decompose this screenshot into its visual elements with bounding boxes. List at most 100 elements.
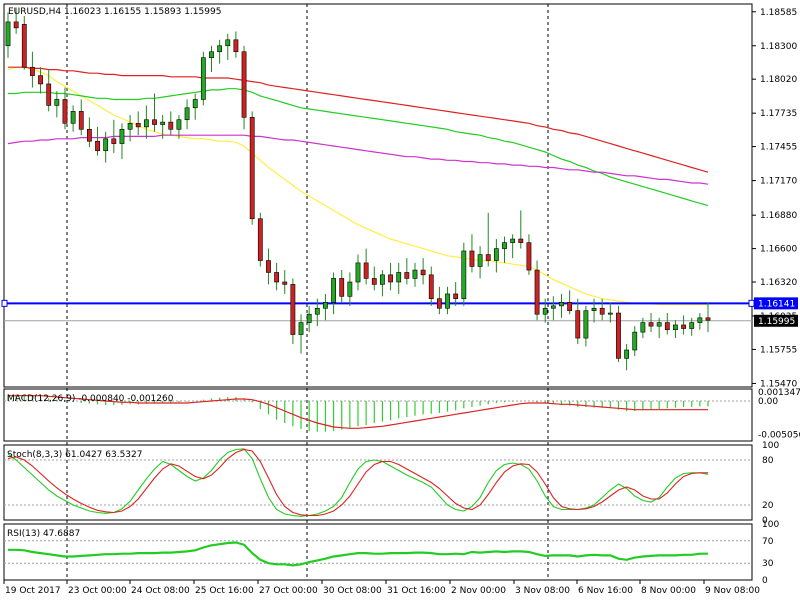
candle-body	[127, 123, 133, 130]
candle-body	[526, 242, 532, 271]
price-y-tick-label: 1.16600	[760, 245, 797, 255]
candle-body	[70, 111, 76, 124]
candle-body	[656, 322, 662, 327]
candle-body	[477, 254, 483, 267]
candle-body	[469, 250, 475, 267]
macd-y-tick-label: 0.00	[758, 397, 778, 407]
stoch-title: Stoch(8,3,3) 61.0427 63.5327	[7, 450, 142, 460]
rsi-plot: 100 70 30 0 RSI(13) 47.6887	[4, 520, 779, 586]
candle-body	[697, 317, 703, 323]
candle-body	[673, 324, 678, 331]
candle-body	[233, 39, 239, 53]
candle-body	[95, 140, 100, 152]
x-axis-tick-label: 31 Oct 16:00	[387, 586, 446, 596]
price-y-tick-label: 1.16880	[760, 211, 797, 221]
price-chart-title: EURUSD,H4 1.16023 1.16155 1.15893 1.1599…	[8, 7, 221, 17]
rsi-title: RSI(13) 47.6887	[7, 529, 80, 539]
candle-body	[135, 123, 141, 128]
candle-body	[428, 274, 434, 300]
rsi-y-tick-label: 30	[762, 559, 774, 569]
candle-body	[339, 278, 345, 297]
price-y-tick-label: 1.15755	[760, 345, 797, 355]
x-axis-tick-label: 23 Oct 00:00	[68, 586, 127, 596]
panel-macd-frame	[3, 388, 753, 442]
candle-body	[241, 51, 247, 118]
moving-average-line-0	[7, 66, 708, 306]
candle-body	[412, 269, 418, 279]
macd-y-tick-label: 0.001347	[758, 388, 800, 398]
stoch-plot: 100 80 20 0 Stoch(8,3,3) 61.0427 63.5327	[4, 441, 779, 526]
candle-body	[323, 301, 328, 309]
price-y-tick-label: 1.17455	[760, 143, 797, 153]
candle-body	[160, 121, 166, 125]
moving-average-line-3	[7, 134, 709, 185]
candle-body	[30, 66, 35, 76]
candle-body	[396, 272, 402, 283]
candle-body	[143, 119, 149, 128]
price-y-tick-label: 1.18300	[760, 42, 797, 52]
candle-body	[542, 307, 548, 315]
stoch-y-tick-label: 80	[762, 456, 774, 466]
price-y-tick-label: 1.17735	[760, 109, 797, 119]
candle-body	[200, 57, 206, 100]
candle-body	[705, 317, 711, 321]
x-axis-tick-label: 25 Oct 16:00	[195, 586, 254, 596]
horizontal-level-tag	[754, 297, 798, 310]
candle-body	[21, 23, 27, 68]
candle-body	[404, 272, 410, 279]
candle-body	[599, 307, 605, 315]
candle-body	[502, 242, 507, 249]
macd-signal-line	[8, 395, 708, 429]
candle-body	[371, 278, 377, 285]
x-axis-tick-label: 30 Oct 08:00	[323, 586, 382, 596]
candle-body	[168, 121, 174, 130]
candle-body	[13, 21, 19, 29]
price-y-tick-label: 1.17170	[760, 177, 797, 187]
candle-body	[420, 269, 426, 276]
candle-body	[152, 119, 157, 125]
candle-body	[510, 238, 516, 243]
x-axis-tick-label: 19 Oct 2017	[5, 586, 61, 596]
candle-body	[607, 312, 613, 315]
horizontal-level-handle-left	[1, 299, 8, 307]
candle-body	[355, 262, 361, 283]
candle-body	[86, 128, 92, 142]
rsi-y-tick-label: 70	[762, 537, 774, 547]
candle-body	[664, 322, 670, 331]
candle-body	[62, 99, 68, 124]
panel-price-frame	[3, 3, 753, 388]
rsi-line-0	[8, 541, 708, 567]
candle-body	[119, 128, 125, 144]
candle-body	[632, 331, 638, 351]
candle-body	[624, 349, 630, 359]
price-y-tick-label: 1.16320	[760, 278, 797, 288]
candle-body	[176, 119, 182, 130]
candle-body	[493, 248, 499, 261]
candle-body	[648, 322, 654, 327]
candle-body	[347, 281, 353, 297]
x-axis-tick-label: 2 Nov 00:00	[451, 586, 506, 596]
candle-body	[54, 99, 60, 106]
candle-body	[103, 138, 109, 152]
x-axis-tick-label: 9 Nov 08:00	[705, 586, 760, 596]
price-y-tick-label: 1.18585	[760, 8, 797, 18]
x-axis-tick-label: 8 Nov 00:00	[641, 586, 696, 596]
candle-body	[363, 262, 369, 279]
horizontal-level-handle-right	[748, 299, 755, 307]
candle-body	[274, 272, 280, 283]
rsi-y-tick-label: 0	[762, 576, 768, 586]
candle-body	[461, 250, 467, 300]
x-axis: 19 Oct 2017 23 Oct 00:00 24 Oct 08:00 25 Oc…	[3, 580, 760, 596]
candle-body	[192, 99, 198, 109]
candle-body	[298, 322, 304, 335]
x-axis-tick-label: 24 Oct 08:00	[131, 586, 190, 596]
candle-body	[257, 218, 263, 261]
candle-body	[616, 312, 621, 359]
candle-body	[550, 305, 556, 309]
candle-body	[436, 298, 442, 309]
candle-body	[380, 274, 385, 285]
stoch-y-tick-label: 100	[762, 441, 779, 451]
candle-body	[534, 269, 540, 315]
